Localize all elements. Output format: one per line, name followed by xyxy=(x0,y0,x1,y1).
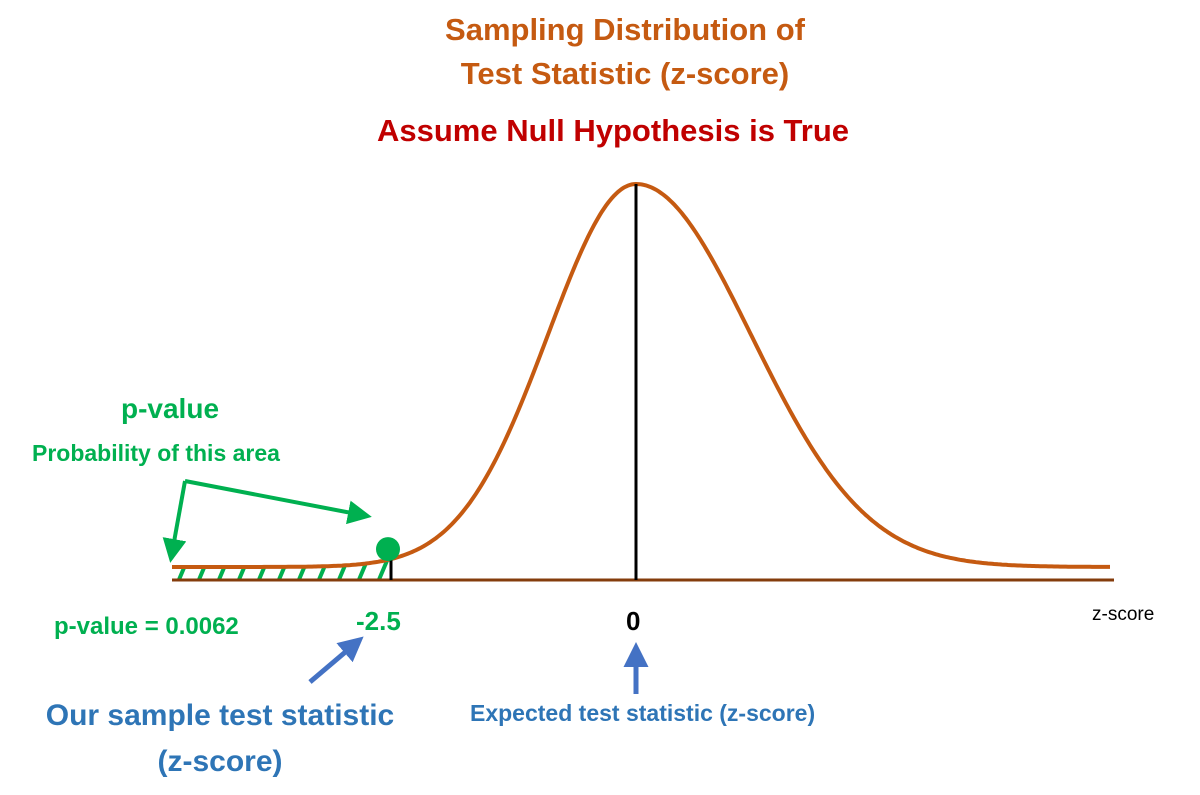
hatch-stroke xyxy=(356,559,382,580)
tick-label-sample-z: -2.5 xyxy=(356,606,401,636)
arrow-to-sample-point xyxy=(184,479,372,525)
p-value-area-hatching xyxy=(176,559,391,580)
p-value-result: p-value = 0.0062 xyxy=(54,613,239,640)
hatch-stroke xyxy=(296,559,322,580)
hatch-stroke xyxy=(276,559,302,580)
sample-label-line-2: (z-score) xyxy=(157,745,283,778)
arrow-to-tail-area xyxy=(162,480,187,563)
sample-label-line-1: Our sample test statistic xyxy=(45,699,395,732)
hatch-stroke xyxy=(196,559,222,580)
title-line-2: Test Statistic (z-score) xyxy=(460,56,790,91)
subtitle: Assume Null Hypothesis is True xyxy=(376,113,850,148)
chart-title: Sampling Distribution of Test Statistic … xyxy=(0,8,1200,96)
hatch-stroke xyxy=(176,559,202,580)
hatch-stroke xyxy=(236,559,262,580)
title-line-1: Sampling Distribution of xyxy=(445,12,805,47)
normal-distribution-curve xyxy=(172,181,1110,569)
hatch-stroke xyxy=(216,559,242,580)
p-value-heading: p-value xyxy=(120,393,220,424)
sample-statistic-dot xyxy=(376,537,400,562)
p-value-description: Probability of this area xyxy=(32,440,280,466)
expected-statistic-label: Expected test statistic (z-score) xyxy=(470,700,816,726)
tick-label-zero: 0 xyxy=(626,606,641,636)
hatch-stroke xyxy=(376,559,391,580)
arrow-to-sample-statistic xyxy=(308,636,364,684)
hatch-stroke xyxy=(316,559,342,580)
x-axis-label: z-score xyxy=(1092,604,1155,625)
hatch-stroke xyxy=(256,559,282,580)
sample-statistic-label: Our sample test statistic (z-score) xyxy=(30,693,410,785)
hatch-stroke xyxy=(336,559,362,580)
